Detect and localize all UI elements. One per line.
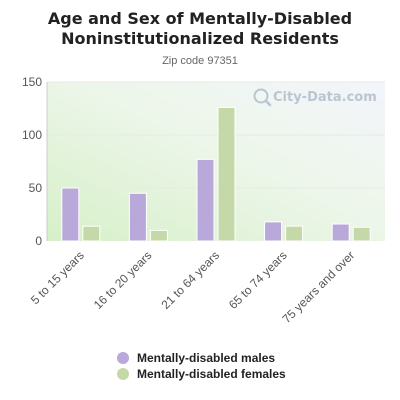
- bar-females: [352, 226, 371, 242]
- chart-title: Age and Sex of Mentally-Disabled Noninst…: [0, 9, 400, 49]
- legend-label-males: Mentally-disabled males: [137, 351, 276, 365]
- x-tick-label: 16 to 20 years: [91, 248, 155, 312]
- bar-females: [149, 229, 168, 242]
- chart-title-line1: Age and Sex of Mentally-Disabled: [47, 9, 353, 28]
- bar-females: [82, 225, 101, 242]
- y-tick-label: 150: [22, 75, 42, 89]
- legend-swatch-males: [117, 352, 129, 364]
- watermark-text: City-Data.com: [273, 90, 377, 105]
- x-tick-label: 5 to 15 years: [28, 248, 87, 307]
- y-tick-label: 0: [35, 234, 42, 248]
- legend-label-females: Mentally-disabled females: [137, 367, 286, 381]
- legend-item-females: Mentally-disabled females: [117, 366, 286, 382]
- x-tick-label: 65 to 74 years: [226, 248, 290, 312]
- bar-males: [331, 223, 350, 242]
- legend-item-males: Mentally-disabled males: [117, 350, 286, 366]
- plot-background: [47, 82, 385, 241]
- y-tick-label: 100: [22, 128, 42, 142]
- bar-females: [217, 106, 236, 242]
- y-tick-label: 50: [29, 181, 43, 195]
- chart-subtitle: Zip code 97351: [162, 55, 238, 67]
- bar-males: [264, 221, 283, 242]
- bar-males: [196, 158, 215, 242]
- watermark: City-Data.com: [253, 88, 377, 107]
- legend-swatch-females: [117, 368, 129, 380]
- bar-males: [128, 192, 147, 242]
- x-tick-label: 75 years and over: [279, 248, 357, 326]
- legend: Mentally-disabled males Mentally-disable…: [117, 350, 286, 382]
- x-tick-label: 21 to 64 years: [158, 248, 222, 312]
- watermark-logo-icon: [253, 88, 272, 107]
- bar-females: [285, 225, 304, 242]
- bar-males: [61, 187, 80, 242]
- chart-title-line2: Noninstitutionalized Residents: [61, 29, 339, 48]
